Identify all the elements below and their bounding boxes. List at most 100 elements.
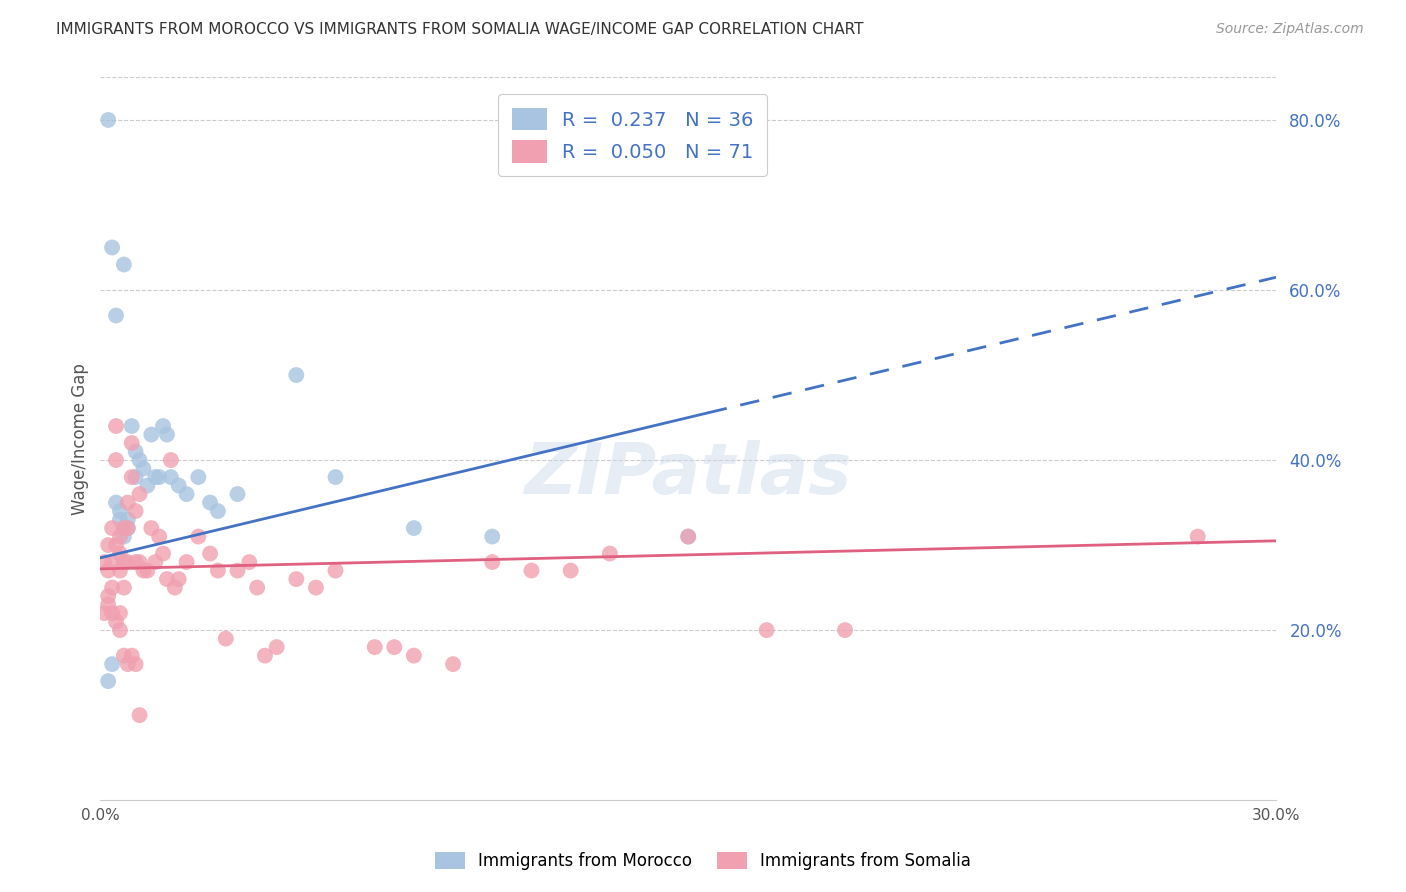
Point (105, 538, 128, 552)
Point (148, 470, 170, 484)
Point (143, 555, 166, 569)
Point (176, 555, 198, 569)
Point (105, 615, 128, 629)
Point (163, 581, 186, 595)
Point (143, 470, 166, 484)
Point (305, 581, 328, 595)
Point (285, 572, 308, 586)
Point (152, 419, 174, 434)
Point (97, 598, 120, 612)
Point (755, 623, 778, 637)
Point (207, 504, 229, 518)
Point (97, 538, 120, 552)
Point (105, 309, 128, 323)
Point (215, 632, 238, 646)
Point (124, 470, 146, 484)
Point (105, 453, 128, 467)
Point (101, 581, 124, 595)
Point (141, 427, 163, 442)
Point (117, 512, 139, 526)
Point (112, 555, 135, 569)
Point (97, 674, 120, 689)
Point (238, 555, 260, 569)
Point (108, 504, 131, 518)
Point (441, 657, 464, 672)
Point (101, 240, 124, 254)
Point (112, 648, 135, 663)
Legend: Immigrants from Morocco, Immigrants from Somalia: Immigrants from Morocco, Immigrants from… (427, 845, 979, 877)
Point (167, 572, 190, 586)
Point (141, 521, 163, 535)
Point (93, 606, 115, 620)
Point (1187, 530, 1209, 544)
Point (128, 708, 150, 723)
Point (152, 547, 174, 561)
Point (128, 555, 150, 569)
Point (676, 530, 699, 544)
Point (97, 589, 120, 603)
Point (132, 564, 155, 578)
Point (226, 564, 249, 578)
Point (481, 530, 503, 544)
Point (226, 487, 249, 501)
Point (132, 461, 155, 475)
Point (402, 521, 425, 535)
Point (121, 470, 143, 484)
Point (108, 530, 131, 544)
Text: Source: ZipAtlas.com: Source: ZipAtlas.com (1216, 22, 1364, 37)
Point (136, 564, 159, 578)
Point (167, 478, 190, 492)
Point (121, 419, 143, 434)
Point (97, 564, 120, 578)
Point (117, 657, 139, 672)
Point (105, 495, 128, 509)
Point (402, 648, 425, 663)
Point (117, 521, 139, 535)
Point (112, 521, 135, 535)
Point (101, 657, 124, 672)
Point (112, 581, 135, 595)
Point (108, 512, 131, 526)
Point (599, 547, 621, 561)
Point (136, 478, 159, 492)
Point (117, 495, 139, 509)
Point (117, 521, 139, 535)
Point (112, 258, 135, 272)
Point (128, 453, 150, 467)
Point (93, 555, 115, 569)
Y-axis label: Wage/Income Gap: Wage/Income Gap (72, 363, 89, 515)
Point (520, 564, 543, 578)
Point (160, 453, 183, 467)
Point (156, 572, 179, 586)
Point (187, 470, 209, 484)
Point (112, 530, 135, 544)
Point (363, 640, 385, 654)
Point (124, 657, 146, 672)
Legend: R =  0.237   N = 36, R =  0.050   N = 71: R = 0.237 N = 36, R = 0.050 N = 71 (498, 95, 768, 177)
Point (156, 427, 179, 442)
Point (176, 487, 198, 501)
Point (128, 487, 150, 501)
Text: IMMIGRANTS FROM MOROCCO VS IMMIGRANTS FROM SOMALIA WAGE/INCOME GAP CORRELATION C: IMMIGRANTS FROM MOROCCO VS IMMIGRANTS FR… (56, 22, 863, 37)
Point (481, 555, 503, 569)
Point (285, 368, 308, 382)
Point (676, 530, 699, 544)
Point (207, 564, 229, 578)
Point (266, 640, 288, 654)
Point (97, 112, 120, 127)
Point (325, 470, 347, 484)
Point (246, 581, 269, 595)
Point (101, 521, 124, 535)
Text: ZIPatlas: ZIPatlas (524, 441, 852, 509)
Point (108, 623, 131, 637)
Point (101, 555, 124, 569)
Point (105, 419, 128, 434)
Point (112, 521, 135, 535)
Point (101, 606, 124, 620)
Point (124, 555, 146, 569)
Point (148, 530, 170, 544)
Point (108, 564, 131, 578)
Point (117, 555, 139, 569)
Point (160, 470, 183, 484)
Point (108, 606, 131, 620)
